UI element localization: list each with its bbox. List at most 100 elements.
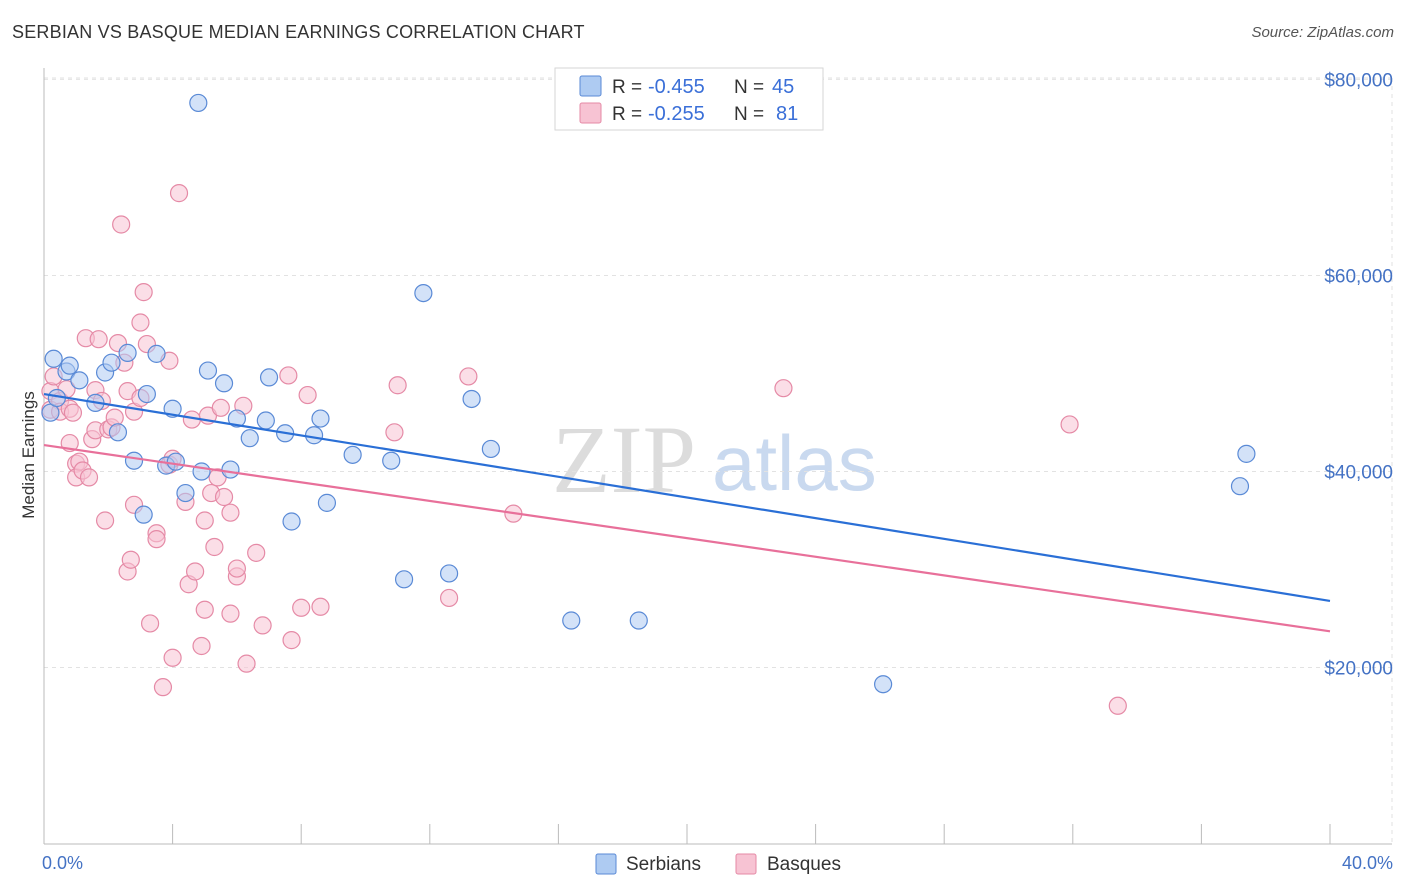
basques-point-39 <box>153 678 173 697</box>
basques-point-63 <box>237 654 256 673</box>
basques-point-32 <box>131 313 150 332</box>
basques-point-57 <box>214 487 234 507</box>
basques-point-29 <box>121 550 140 569</box>
serbians-point-19 <box>189 93 208 113</box>
serbians-point-43 <box>1230 477 1250 496</box>
stats-r-label-basques: R = <box>612 104 642 125</box>
basques-point-23 <box>105 408 124 427</box>
basques-point-78 <box>1108 696 1127 715</box>
basques-point-64 <box>247 543 266 562</box>
serbians-point-4 <box>60 356 79 375</box>
serbians-points <box>41 93 1256 694</box>
stats-swatch-basques <box>579 102 602 124</box>
x-tick-label-1: 40.0% <box>1342 853 1393 873</box>
serbians-point-8 <box>102 353 121 372</box>
stats-r-value-serbians: -0.455 <box>648 76 705 98</box>
y-tick-label-1: $40,000 <box>1324 463 1393 484</box>
watermark-zip: ZIP <box>552 406 696 513</box>
serbians-point-39 <box>481 439 500 459</box>
serbians-point-30 <box>304 426 324 445</box>
basques-point-44 <box>169 184 189 203</box>
serbians-point-38 <box>462 389 481 409</box>
basques-point-59 <box>221 503 240 522</box>
watermark-atlas: atlas <box>712 419 877 507</box>
basques-point-68 <box>292 598 311 617</box>
serbians-point-11 <box>124 451 144 470</box>
basques-point-71 <box>385 423 404 442</box>
serbians-point-17 <box>166 452 185 471</box>
x-tick-labels: 0.0% 40.0% <box>42 853 1393 873</box>
serbians-point-29 <box>282 512 301 531</box>
legend: Serbians Basques <box>595 853 841 875</box>
legend-swatch-serbians <box>595 853 617 875</box>
serbians-point-41 <box>629 611 648 630</box>
serbians-point-42 <box>874 675 893 694</box>
basques-point-43 <box>163 648 182 667</box>
serbians-point-36 <box>414 284 433 303</box>
basques-point-36 <box>140 614 160 633</box>
serbians-point-9 <box>108 423 128 442</box>
stats-n-value-basques: 81 <box>776 103 798 125</box>
serbians-point-25 <box>240 429 259 448</box>
serbians-point-1 <box>44 349 63 368</box>
serbians-point-18 <box>176 483 195 503</box>
basques-point-65 <box>253 616 272 635</box>
source-credit: Source: ZipAtlas.com <box>1251 24 1394 41</box>
basques-point-58 <box>221 604 240 623</box>
basques-point-51 <box>195 600 214 619</box>
basques-point-20 <box>95 511 115 530</box>
serbians-point-22 <box>214 374 234 393</box>
y-tick-label-3: $80,000 <box>1324 70 1393 91</box>
basques-point-61 <box>227 559 246 578</box>
stats-n-value-serbians: 45 <box>772 76 794 98</box>
basques-point-66 <box>279 366 298 385</box>
basques-trendline <box>43 443 1331 633</box>
basques-point-67 <box>282 631 301 650</box>
basques-point-50 <box>195 511 214 530</box>
serbians-point-5 <box>70 371 89 390</box>
basques-point-14 <box>79 468 99 487</box>
x-tick-label-0: 0.0% <box>42 853 83 873</box>
legend-label-serbians: Serbians <box>626 854 701 875</box>
basques-point-48 <box>186 562 205 581</box>
basques-point-74 <box>459 367 478 386</box>
basques-point-73 <box>439 588 459 608</box>
serbians-point-23 <box>221 460 240 479</box>
y-tick-label-0: $20,000 <box>1324 659 1393 680</box>
serbians-point-10 <box>118 343 137 362</box>
stats-n-label-basques: N = <box>734 104 764 125</box>
stats-n-label-serbians: N = <box>734 77 764 98</box>
basques-point-56 <box>211 398 230 417</box>
basques-point-8 <box>63 403 83 422</box>
serbians-point-24 <box>227 409 246 428</box>
trendlines <box>43 392 1331 633</box>
stats-swatch-serbians <box>579 75 602 97</box>
y-tick-label-2: $60,000 <box>1324 266 1393 287</box>
serbians-trendline <box>43 392 1331 602</box>
serbians-point-37 <box>439 564 459 583</box>
basques-point-49 <box>192 636 211 656</box>
y-tick-labels: $20,000 $40,000 $60,000 $80,000 <box>1324 70 1393 679</box>
basques-point-38 <box>147 530 166 549</box>
basques-point-72 <box>388 376 407 395</box>
serbians-point-40 <box>562 611 581 630</box>
stats-box: R = -0.455 N = 45 R = -0.255 N = 81 <box>554 67 824 131</box>
serbians-point-26 <box>256 411 275 430</box>
stats-r-value-basques: -0.255 <box>648 103 705 125</box>
serbians-point-27 <box>259 368 279 387</box>
basques-point-54 <box>205 537 224 557</box>
basques-point-34 <box>134 283 153 302</box>
basques-point-18 <box>89 330 108 349</box>
serbians-point-20 <box>192 462 211 481</box>
basques-point-77 <box>1060 415 1079 434</box>
serbians-point-32 <box>317 493 337 512</box>
serbians-point-35 <box>394 570 414 589</box>
serbians-point-33 <box>343 445 362 464</box>
axes <box>43 68 1392 845</box>
legend-swatch-basques <box>735 853 757 875</box>
basques-point-70 <box>311 597 330 616</box>
chart-title: SERBIAN VS BASQUE MEDIAN EARNINGS CORREL… <box>12 22 585 42</box>
serbians-point-14 <box>147 344 166 363</box>
serbians-point-34 <box>382 451 401 470</box>
stats-r-label-serbians: R = <box>612 77 642 98</box>
